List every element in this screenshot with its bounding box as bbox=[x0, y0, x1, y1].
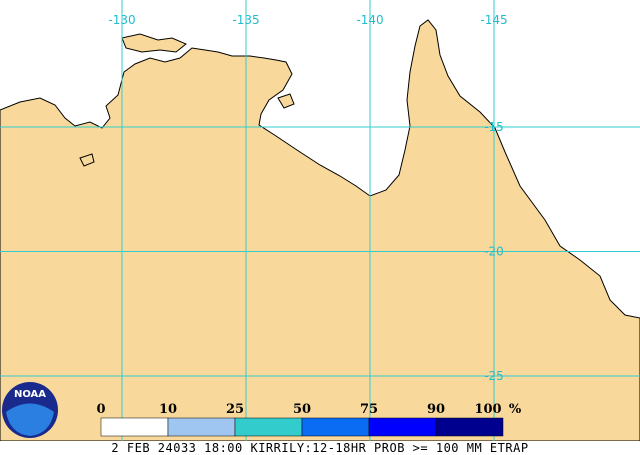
legend-tick: 25 bbox=[226, 402, 244, 417]
legend: 0 10 25 50 75 90 100% bbox=[96, 402, 522, 437]
caption: 2 FEB 24033 18:00 KIRRILY:12-18HR PROB >… bbox=[111, 441, 528, 455]
lon-label: -135 bbox=[232, 13, 259, 27]
legend-tick: 100 bbox=[474, 402, 501, 417]
legend-tick: 0 bbox=[96, 402, 105, 417]
graticule-labels: -130 -135 -140 -145 -15 -20 -25 bbox=[108, 13, 507, 383]
lon-label: -130 bbox=[108, 13, 135, 27]
legend-tick: 50 bbox=[293, 402, 311, 417]
legend-swatch bbox=[368, 417, 437, 437]
mainland bbox=[0, 19, 640, 442]
legend-tick: 75 bbox=[360, 402, 378, 417]
legend-swatch bbox=[301, 417, 370, 437]
legend-swatch bbox=[234, 417, 303, 437]
legend-swatch bbox=[167, 417, 236, 437]
lat-label: -15 bbox=[484, 120, 504, 134]
legend-tick: 90 bbox=[427, 402, 445, 417]
legend-tick: 10 bbox=[159, 402, 177, 417]
logo-text: NOAA bbox=[14, 389, 46, 400]
caption-bar bbox=[0, 441, 640, 455]
legend-swatch bbox=[100, 417, 169, 437]
land bbox=[0, 19, 640, 442]
lon-label: -140 bbox=[356, 13, 383, 27]
lat-label: -20 bbox=[484, 245, 504, 259]
legend-unit: % bbox=[509, 402, 522, 417]
island bbox=[79, 153, 95, 167]
island bbox=[277, 93, 295, 109]
legend-swatch bbox=[435, 417, 504, 437]
graticule bbox=[0, 0, 640, 441]
logo-wave bbox=[6, 403, 54, 436]
lat-label: -25 bbox=[484, 369, 504, 383]
island bbox=[121, 33, 187, 53]
noaa-logo: NOAA bbox=[2, 382, 58, 438]
lon-label: -145 bbox=[480, 13, 507, 27]
